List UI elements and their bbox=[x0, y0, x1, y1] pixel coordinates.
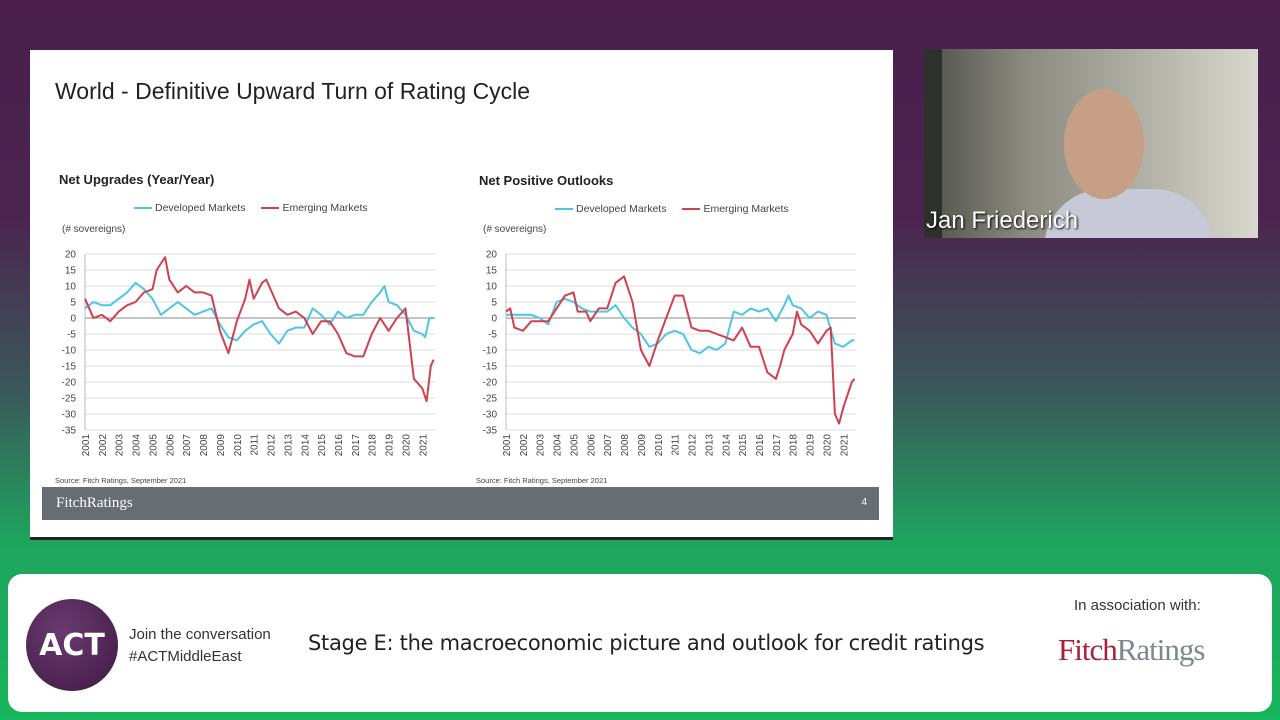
x-tick-label: 2010 bbox=[233, 434, 244, 457]
speaker-head bbox=[1064, 89, 1144, 199]
session-title: Stage E: the macroeconomic picture and o… bbox=[308, 631, 985, 655]
fitch-footer-logo: FitchRatings bbox=[56, 495, 133, 511]
y-tick-label: -30 bbox=[483, 410, 498, 421]
x-tick-label: 2006 bbox=[586, 434, 597, 457]
x-tick-label: 2009 bbox=[216, 434, 227, 457]
y-tick-label: -10 bbox=[483, 346, 498, 357]
x-tick-label: 2004 bbox=[553, 434, 564, 457]
y-tick-label: -20 bbox=[483, 378, 498, 389]
y-tick-label: -25 bbox=[483, 394, 498, 405]
x-tick-label: 2014 bbox=[300, 434, 311, 457]
x-tick-label: 2013 bbox=[283, 434, 294, 457]
x-tick-label: 2008 bbox=[620, 434, 631, 457]
x-tick-label: 2013 bbox=[704, 434, 715, 457]
x-tick-label: 2012 bbox=[267, 434, 278, 457]
y-tick-label: -5 bbox=[488, 330, 497, 341]
developed-markets-line bbox=[506, 294, 855, 355]
x-tick-label: 2015 bbox=[738, 434, 749, 457]
page-number: 4 bbox=[861, 497, 867, 508]
x-tick-label: 2017 bbox=[772, 434, 783, 457]
x-tick-label: 2005 bbox=[569, 434, 580, 457]
y-tick-label: 10 bbox=[486, 282, 498, 293]
y-tick-label: 5 bbox=[491, 298, 497, 309]
y-tick-label: -35 bbox=[483, 426, 498, 437]
x-tick-label: 2002 bbox=[519, 434, 530, 457]
x-tick-label: 2016 bbox=[755, 434, 766, 457]
x-tick-label: 2021 bbox=[418, 434, 429, 457]
x-tick-label: 2019 bbox=[385, 434, 396, 457]
y-tick-label: -15 bbox=[483, 362, 498, 373]
association-label: In association with: bbox=[1074, 597, 1201, 614]
event-banner: ACT Join the conversation #ACTMiddleEast… bbox=[8, 574, 1272, 712]
legend-developed: Developed Markets bbox=[134, 202, 245, 214]
presentation-slide: World - Definitive Upward Turn of Rating… bbox=[30, 50, 893, 540]
emerging-markets-line bbox=[84, 256, 435, 403]
y-tick-label: 10 bbox=[65, 282, 77, 293]
chart2-unit-label: (# sovereigns) bbox=[483, 224, 547, 235]
y-tick-label: 5 bbox=[70, 298, 76, 309]
x-tick-label: 2015 bbox=[317, 434, 328, 457]
slide-title: World - Definitive Upward Turn of Rating… bbox=[55, 78, 531, 104]
speaker-body bbox=[1044, 189, 1214, 238]
x-tick-label: 2002 bbox=[98, 434, 109, 457]
y-tick-label: -30 bbox=[62, 410, 77, 421]
x-tick-label: 2003 bbox=[115, 434, 126, 457]
y-tick-label: -15 bbox=[62, 362, 77, 373]
x-tick-label: 2018 bbox=[789, 434, 800, 457]
participant-name: Jan Friederich bbox=[926, 207, 1079, 234]
x-tick-label: 2004 bbox=[132, 434, 143, 457]
chart1-source: Source: Fitch Ratings, September 2021 bbox=[55, 476, 187, 485]
chart1-unit-label: (# sovereigns) bbox=[62, 224, 126, 235]
legend-emerging: Emerging Markets bbox=[261, 202, 368, 214]
y-tick-label: 15 bbox=[486, 266, 498, 277]
y-tick-label: -5 bbox=[67, 330, 76, 341]
x-tick-label: 2006 bbox=[165, 434, 176, 457]
x-tick-label: 2005 bbox=[148, 434, 159, 457]
chart1-title: Net Upgrades (Year/Year) bbox=[59, 172, 215, 187]
legend-emerging: Emerging Markets bbox=[682, 203, 789, 215]
x-tick-label: 2011 bbox=[250, 434, 261, 456]
x-tick-label: 2012 bbox=[688, 434, 699, 457]
join-text: Join the conversation bbox=[129, 626, 271, 643]
y-tick-label: -10 bbox=[62, 346, 77, 357]
x-tick-label: 2020 bbox=[401, 434, 412, 457]
x-tick-label: 2020 bbox=[822, 434, 833, 457]
x-tick-label: 2008 bbox=[199, 434, 210, 457]
y-tick-label: 20 bbox=[65, 250, 77, 261]
x-tick-label: 2001 bbox=[502, 434, 513, 457]
x-tick-label: 2003 bbox=[536, 434, 547, 457]
y-tick-label: 0 bbox=[70, 314, 76, 325]
y-tick-label: -35 bbox=[62, 426, 77, 437]
y-tick-label: -20 bbox=[62, 378, 77, 389]
act-logo: ACT bbox=[26, 599, 118, 691]
x-tick-label: 2009 bbox=[637, 434, 648, 457]
x-tick-label: 2016 bbox=[334, 434, 345, 457]
x-tick-label: 2001 bbox=[81, 434, 92, 457]
x-tick-label: 2018 bbox=[368, 434, 379, 457]
x-tick-label: 2007 bbox=[182, 434, 193, 457]
chart2-title: Net Positive Outlooks bbox=[479, 173, 614, 188]
webcam-video: Jan Friederich bbox=[924, 49, 1258, 238]
emerging-markets-line bbox=[505, 275, 856, 425]
legend-developed: Developed Markets bbox=[555, 203, 666, 215]
x-tick-label: 2021 bbox=[839, 434, 850, 457]
y-tick-label: 0 bbox=[491, 314, 497, 325]
hashtag: #ACTMiddleEast bbox=[129, 648, 242, 665]
fitch-ratings-logo: FitchRatings bbox=[1058, 632, 1205, 667]
x-tick-label: 2007 bbox=[603, 434, 614, 457]
x-tick-label: 2019 bbox=[806, 434, 817, 457]
x-tick-label: 2011 bbox=[671, 434, 682, 456]
y-tick-label: -25 bbox=[62, 394, 77, 405]
slide-footer: FitchRatings 4 bbox=[42, 487, 879, 520]
chart2-legend: Developed Markets Emerging Markets bbox=[555, 203, 789, 215]
x-tick-label: 2014 bbox=[721, 434, 732, 457]
x-tick-label: 2010 bbox=[654, 434, 665, 457]
chart2-source: Source: Fitch Ratings, September 2021 bbox=[476, 476, 608, 485]
y-tick-label: 20 bbox=[486, 250, 498, 261]
x-tick-label: 2017 bbox=[351, 434, 362, 457]
chart1-legend: Developed Markets Emerging Markets bbox=[134, 202, 368, 214]
y-tick-label: 15 bbox=[65, 266, 77, 277]
